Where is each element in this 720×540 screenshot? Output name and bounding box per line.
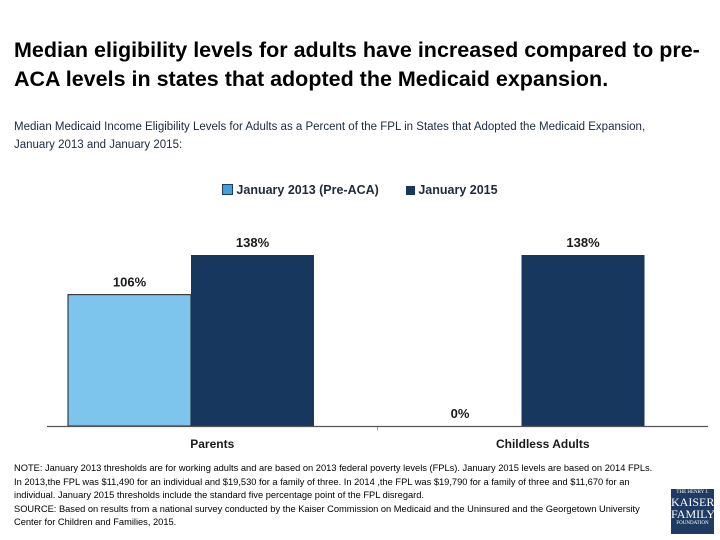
bar-1-1 (521, 255, 645, 426)
logo-line3: FAMILY (671, 507, 715, 521)
legend-item-2013: January 2013 (Pre-ACA) (222, 183, 379, 197)
data-label-0-1: 138% (236, 235, 270, 250)
logo-line2: KAISER (671, 495, 715, 509)
slide-title: Median eligibility levels for adults hav… (14, 38, 700, 91)
kaiser-logo: THE HENRY J. KAISER FAMILY FOUNDATION (671, 489, 715, 534)
chart-title: Median Medicaid Income Eligibility Level… (14, 121, 646, 151)
legend: January 2013 (Pre-ACA) January 2015 (0, 183, 720, 197)
bar-0-0 (67, 294, 192, 427)
legend-swatch-2013 (222, 184, 234, 195)
data-label-1-0: 0% (451, 406, 470, 421)
bar-chart: 106% 138% Parents 0% 138% Childless Adults (47, 235, 708, 451)
source-text: SOURCE: Based on results from a national… (14, 503, 640, 528)
legend-label-2015: January 2015 (418, 183, 498, 197)
legend-swatch-2015 (406, 186, 416, 195)
legend-label-2013: January 2013 (Pre-ACA) (236, 183, 379, 197)
bar-0-1 (191, 255, 314, 426)
note-text: NOTE: January 2013 thresholds are for wo… (14, 463, 653, 501)
category-label-1: Childless Adults (496, 437, 590, 451)
category-label-0: Parents (190, 437, 234, 451)
data-label-1-1: 138% (566, 235, 600, 250)
logo-line1: THE HENRY J. (676, 490, 709, 495)
data-label-0-0: 106% (113, 275, 147, 290)
logo-line4: FOUNDATION (676, 521, 709, 526)
legend-item-2015: January 2015 (406, 183, 498, 197)
footnotes: NOTE: January 2013 thresholds are for wo… (14, 462, 654, 530)
